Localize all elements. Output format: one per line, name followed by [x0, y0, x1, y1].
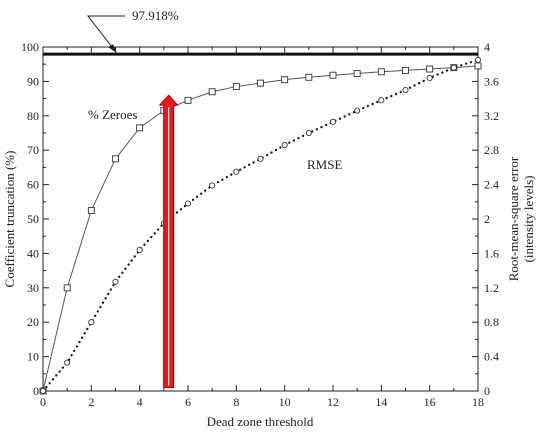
point-rmse: [329, 118, 337, 125]
point-zeroes: [184, 96, 192, 104]
point-zeroes: [377, 68, 385, 76]
point-zeroes: [281, 76, 289, 84]
point-rmse: [136, 246, 143, 254]
point-zeroes: [257, 79, 264, 87]
point-zeroes: [402, 66, 409, 74]
x-tick-label: 8: [233, 395, 239, 409]
point-rmse: [305, 129, 312, 137]
y-right-tick-label: 3.6: [484, 74, 499, 88]
point-rmse: [39, 387, 47, 395]
point-rmse: [402, 86, 409, 94]
y-left-tick-label: 20: [27, 315, 39, 329]
x-tick-label: 6: [185, 395, 191, 409]
point-zeroes: [208, 88, 216, 96]
point-rmse: [474, 56, 482, 63]
y-left-tick-label: 70: [27, 143, 39, 157]
y-left-tick-label: 50: [27, 212, 39, 226]
x-tick-label: 0: [40, 395, 46, 409]
x-tick-label: 12: [327, 395, 339, 409]
reference-line-layer: [43, 15, 478, 56]
y-left-tick-label: 0: [33, 384, 39, 398]
point-rmse: [281, 141, 288, 149]
point-rmse: [64, 359, 71, 366]
reference-leader-arrowhead: [108, 44, 117, 54]
reference-line-label: 97.918%: [132, 8, 179, 23]
series-layer: [39, 56, 482, 395]
x-axis-title: Dead zone threshold: [207, 414, 314, 429]
axes-layer: 0 2 4 6 8 10 12 14 16 18010203040506070809010000.…: [21, 40, 499, 409]
point-rmse: [112, 278, 119, 285]
arrow-layer: [158, 94, 179, 389]
y-axis-right-title-line2: (intensity levels): [521, 175, 536, 262]
y-right-tick-label: 4: [484, 40, 490, 54]
y-right-tick-label: 1.2: [484, 281, 499, 295]
y-left-tick-label: 90: [27, 74, 39, 88]
point-zeroes: [87, 206, 95, 214]
y-right-tick-label: 2: [484, 212, 490, 226]
x-tick-label: 14: [375, 395, 387, 409]
series-label-zeroes: % Zeroes: [88, 107, 137, 122]
plot-frame: [42, 46, 479, 392]
point-zeroes: [353, 70, 361, 77]
point-rmse: [88, 319, 95, 326]
y-left-tick-label: 10: [27, 350, 39, 364]
point-rmse: [450, 64, 457, 71]
point-rmse: [184, 200, 192, 207]
point-zeroes: [305, 73, 313, 81]
point-zeroes: [232, 83, 240, 91]
y-left-tick-label: 40: [27, 246, 39, 260]
point-rmse: [257, 155, 264, 162]
y-left-tick-label: 30: [27, 281, 39, 295]
point-zeroes: [329, 71, 337, 79]
y-right-tick-label: 0.4: [484, 350, 499, 364]
y-right-tick-label: 2.4: [484, 178, 499, 192]
reference-leader: [86, 15, 125, 53]
y-left-tick-label: 80: [27, 109, 39, 123]
x-tick-label: 10: [279, 395, 291, 409]
series-label-rmse: RMSE: [307, 157, 342, 172]
y-right-tick-label: 3.2: [484, 109, 499, 123]
y-right-tick-label: 1.6: [484, 246, 499, 260]
point-rmse: [378, 97, 385, 104]
x-tick-label: 4: [137, 395, 143, 409]
point-rmse: [354, 107, 361, 114]
y-right-tick-label: 0.8: [484, 315, 499, 329]
point-zeroes: [136, 124, 144, 132]
point-zeroes: [63, 284, 71, 292]
point-rmse: [209, 182, 216, 189]
y-axis-left-title: Coefficient truncation (%): [2, 151, 17, 288]
point-zeroes: [426, 65, 434, 73]
y-right-tick-label: 0: [484, 384, 490, 398]
x-tick-label: 2: [88, 395, 94, 409]
point-rmse: [233, 168, 240, 175]
x-tick-label: 16: [424, 395, 436, 409]
point-zeroes: [474, 62, 482, 70]
y-right-tick-label: 2.8: [484, 143, 499, 157]
y-axis-right-title-line1: Root-mean-square error: [506, 156, 521, 281]
point-zeroes: [112, 155, 119, 163]
y-left-tick-label: 100: [21, 40, 39, 54]
x-tick-label: 18: [472, 395, 484, 409]
y-left-tick-label: 60: [27, 178, 39, 192]
point-rmse: [426, 74, 433, 82]
